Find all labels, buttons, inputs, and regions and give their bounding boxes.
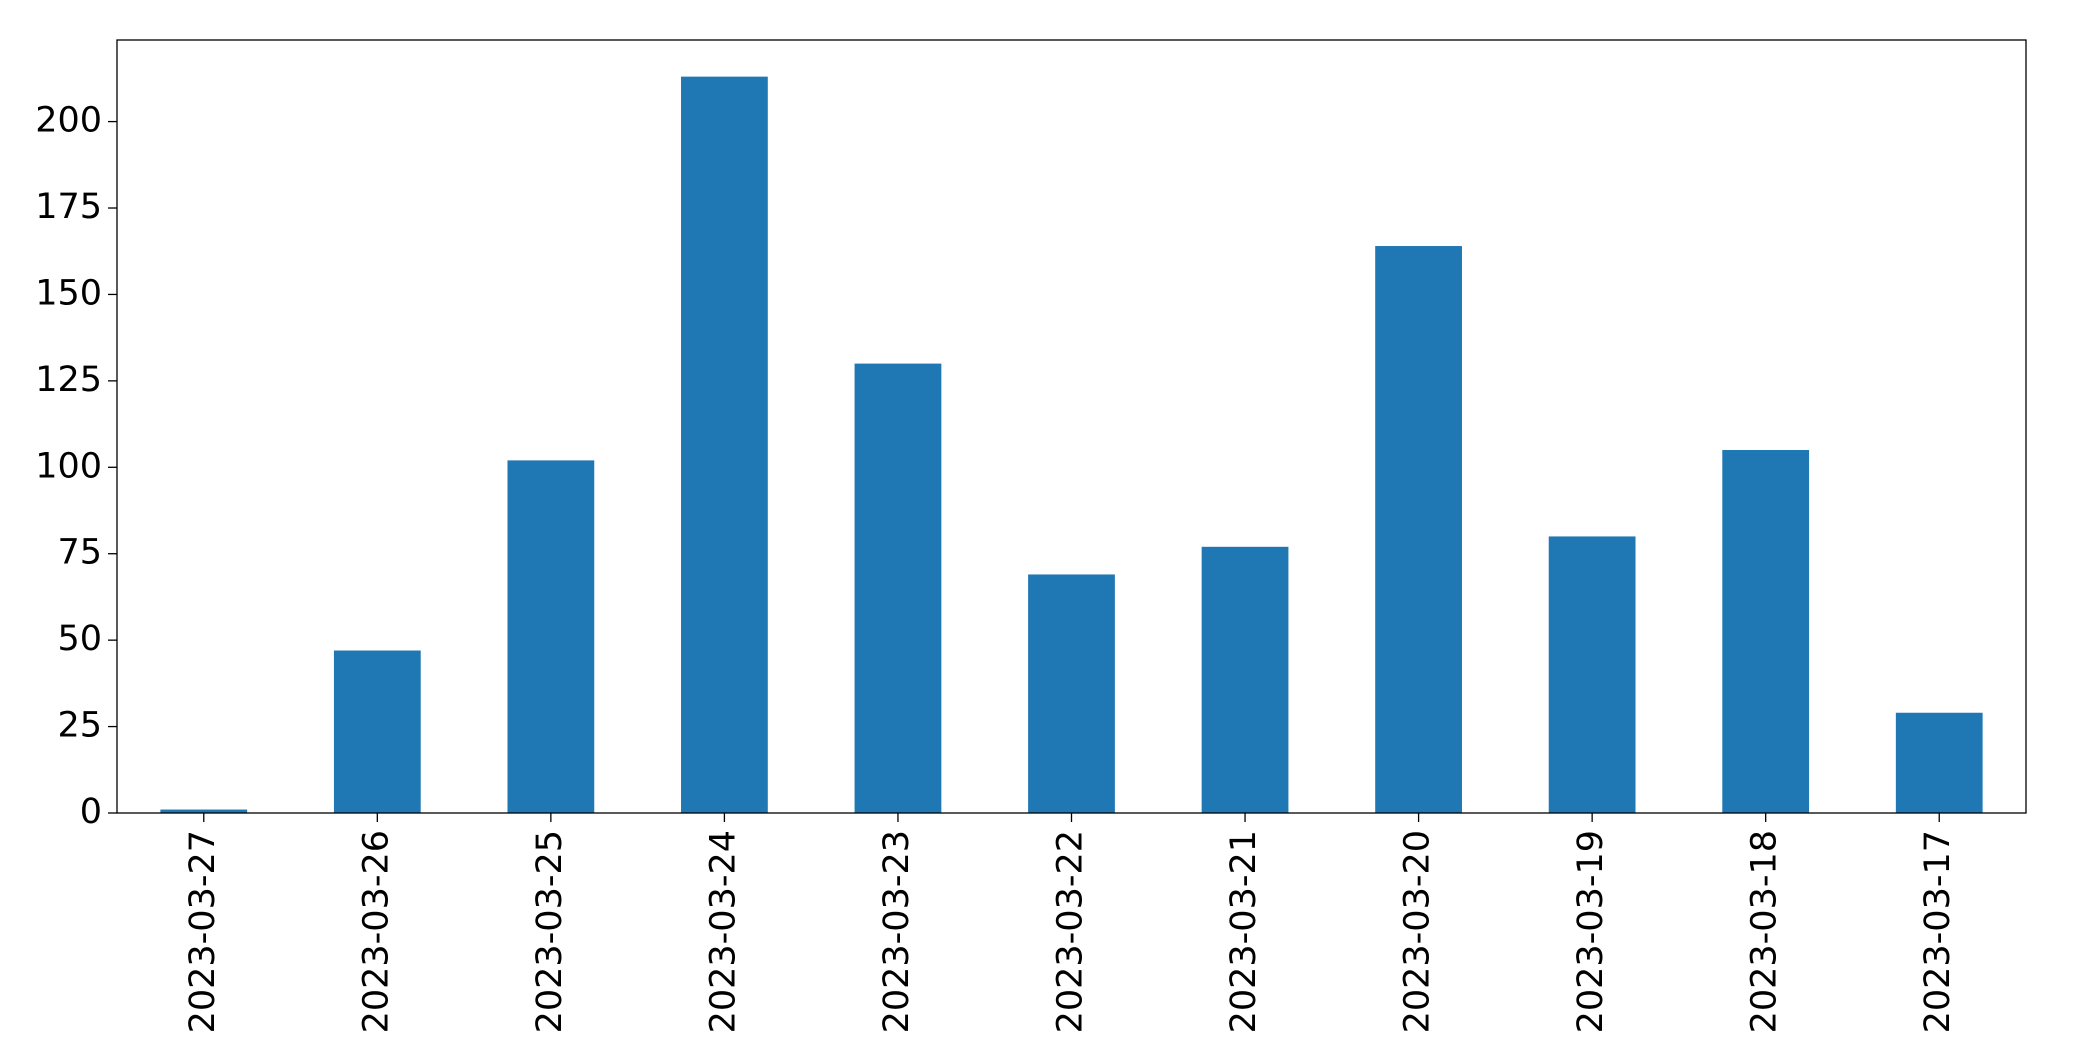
x-tick-label: 2023-03-18 bbox=[1745, 830, 1785, 1033]
y-tick-label: 150 bbox=[35, 273, 102, 313]
x-tick-label: 2023-03-20 bbox=[1398, 830, 1438, 1033]
bar bbox=[333, 650, 421, 813]
bar bbox=[1895, 712, 1983, 813]
x-tick-label: 2023-03-26 bbox=[356, 830, 396, 1033]
y-tick-label: 75 bbox=[57, 533, 102, 573]
y-tick-label: 50 bbox=[57, 619, 102, 659]
bar bbox=[681, 76, 768, 814]
bar bbox=[1548, 536, 1636, 813]
bar bbox=[1722, 450, 1810, 813]
bar bbox=[1375, 246, 1462, 813]
x-tick-label: 2023-03-24 bbox=[703, 830, 743, 1033]
bar bbox=[507, 460, 595, 813]
bar bbox=[1028, 574, 1115, 813]
y-tick-label: 0 bbox=[80, 792, 102, 832]
y-tick-label: 175 bbox=[35, 187, 102, 227]
x-tick-label: 2023-03-19 bbox=[1571, 830, 1611, 1033]
x-tick-label: 2023-03-17 bbox=[1918, 830, 1958, 1033]
y-tick-label: 25 bbox=[57, 706, 102, 746]
y-tick-label: 125 bbox=[35, 360, 102, 400]
y-tick-label: 200 bbox=[35, 101, 102, 141]
x-tick-label: 2023-03-25 bbox=[530, 830, 570, 1033]
bar bbox=[1201, 546, 1289, 813]
plot-frame bbox=[116, 39, 2027, 814]
bar bbox=[854, 363, 942, 813]
x-tick-label: 2023-03-27 bbox=[183, 830, 223, 1033]
x-tick-label: 2023-03-23 bbox=[877, 830, 917, 1033]
x-tick-label: 2023-03-21 bbox=[1224, 830, 1264, 1033]
x-tick-label: 2023-03-22 bbox=[1051, 830, 1091, 1033]
bar bbox=[160, 809, 248, 813]
y-tick-label: 100 bbox=[35, 446, 102, 486]
